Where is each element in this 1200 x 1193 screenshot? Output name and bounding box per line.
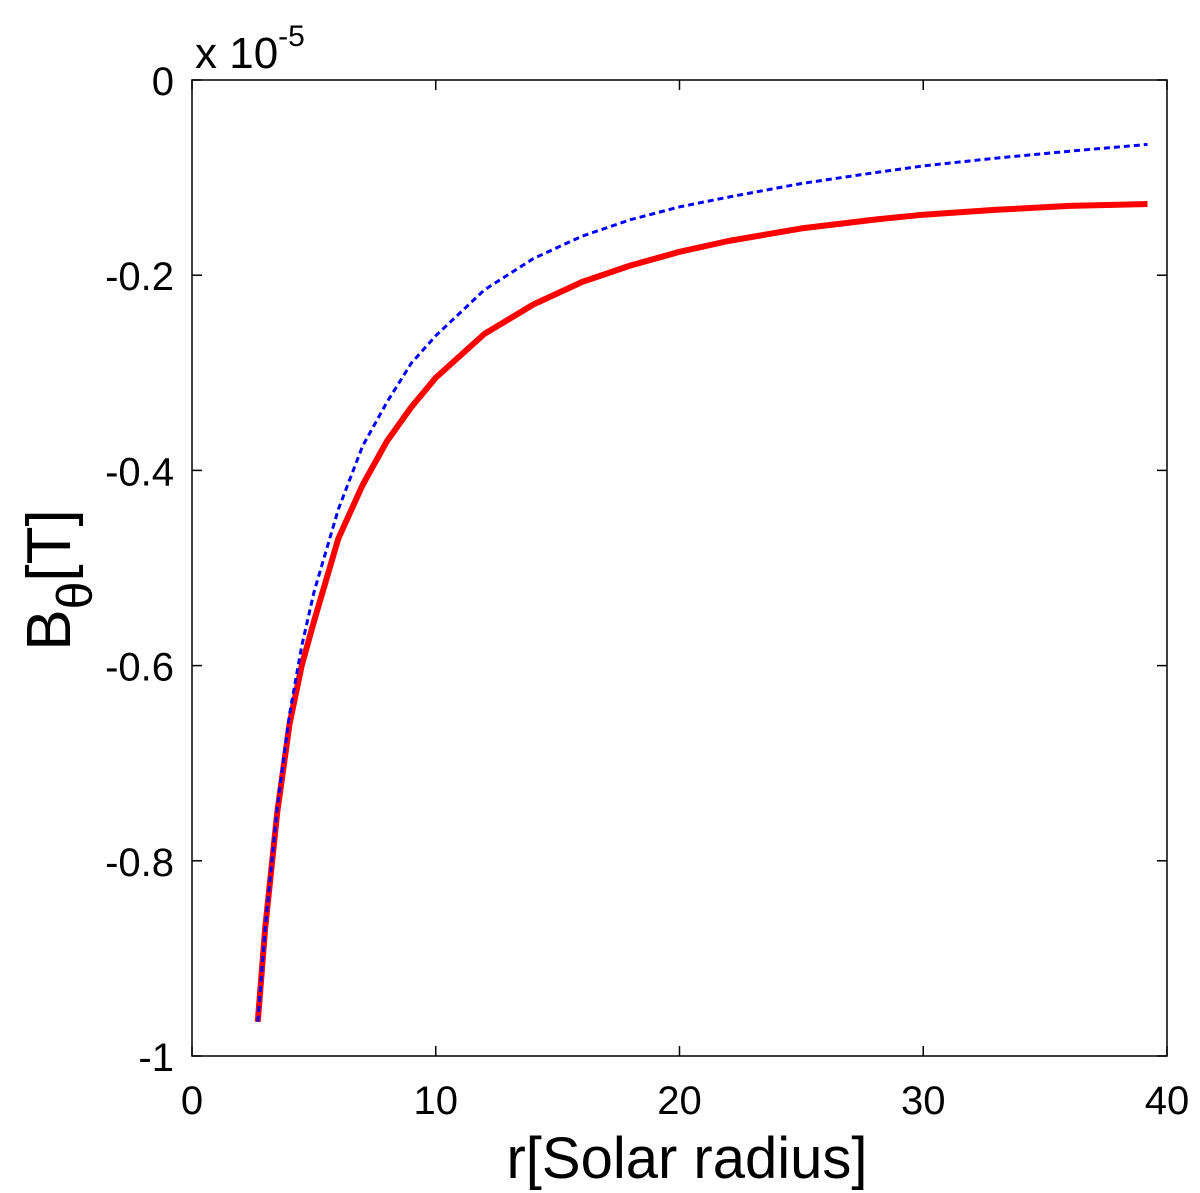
y-multiplier-base: x 10 [195, 29, 278, 78]
y-tick-label: -0.8 [105, 841, 174, 885]
y-axis-title: Bθ[T] [15, 509, 103, 651]
x-tick-label: 0 [181, 1079, 203, 1123]
y-axis-title-unit: [T] [15, 509, 84, 581]
series-layer [254, 142, 1148, 1023]
x-tick-label: 10 [414, 1079, 459, 1123]
y-axis-title-symbol: B [15, 609, 84, 650]
plot-frame [191, 79, 1168, 1057]
y-tick-label: -0.6 [105, 646, 174, 690]
ticks-layer [191, 79, 1168, 1057]
x-tick-label: 20 [657, 1079, 702, 1123]
y-axis-title-subscript: θ [47, 582, 103, 610]
y-multiplier: x 10-5 [195, 20, 305, 78]
x-tick-label: 40 [1145, 1079, 1190, 1123]
x-axis-title: r[Solar radius] [506, 1126, 867, 1191]
x-tick-label: 30 [901, 1079, 946, 1123]
series-line-2 [256, 142, 1148, 1022]
y-tick-label: -0.2 [105, 255, 174, 299]
y-multiplier-exponent: -5 [278, 20, 305, 53]
y-tick-label: -1 [138, 1036, 174, 1080]
y-tick-label: 0 [152, 60, 174, 104]
series-line-1 [254, 201, 1148, 1023]
y-tick-label: -0.4 [105, 450, 174, 494]
labels-layer: 0 10 20 30 40 0 -0.2 -0.4 -0.6 -0.8 -1 [105, 60, 1189, 1123]
plot-area [191, 79, 1168, 1057]
